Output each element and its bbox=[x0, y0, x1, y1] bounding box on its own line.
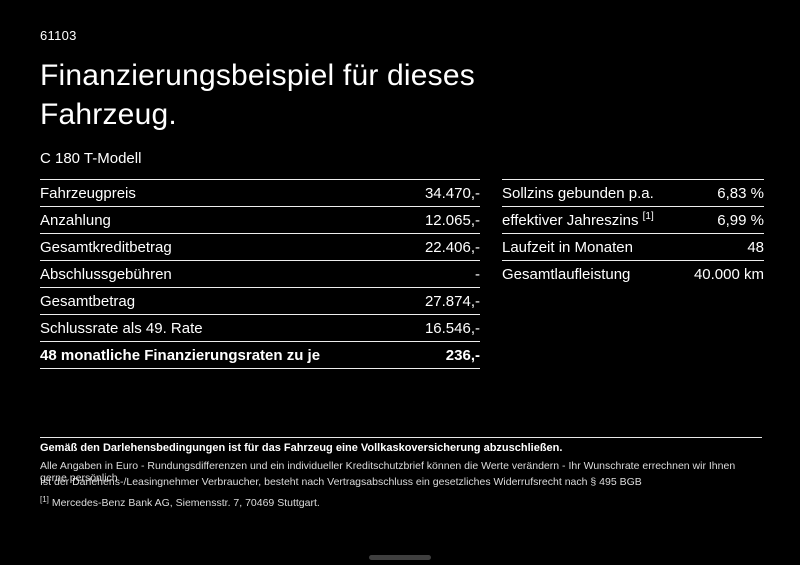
footer-divider bbox=[40, 437, 762, 438]
row-value: 27.874,- bbox=[424, 292, 480, 310]
row-label: 48 monatliche Finanzierungsraten zu je bbox=[40, 346, 321, 364]
table-row-monthly-rate: 48 monatliche Finanzierungsraten zu je 2… bbox=[40, 341, 480, 369]
row-label: Laufzeit in Monaten bbox=[502, 238, 633, 256]
page-code: 61103 bbox=[40, 28, 77, 43]
row-label: effektiver Jahreszins [1] bbox=[502, 210, 654, 229]
footer-insurance-note: Gemäß den Darlehensbedingungen ist für d… bbox=[40, 442, 563, 454]
table-row: Schlussrate als 49. Rate 16.546,- bbox=[40, 314, 480, 341]
table-row: Sollzins gebunden p.a. 6,83 % bbox=[502, 179, 764, 206]
vehicle-model: C 180 T-Modell bbox=[40, 150, 142, 167]
row-value: 40.000 km bbox=[693, 265, 764, 283]
row-label: Gesamtbetrag bbox=[40, 292, 136, 310]
row-value: 22.406,- bbox=[424, 238, 480, 256]
table-row: Gesamtlaufleistung 40.000 km bbox=[502, 260, 764, 287]
home-gesture-bar[interactable] bbox=[369, 555, 431, 560]
table-row: Gesamtkreditbetrag 22.406,- bbox=[40, 233, 480, 260]
row-label: Gesamtkreditbetrag bbox=[40, 238, 172, 256]
conditions-table: Sollzins gebunden p.a. 6,83 % effektiver… bbox=[502, 179, 764, 287]
row-value: 34.470,- bbox=[424, 184, 480, 202]
row-label: Fahrzeugpreis bbox=[40, 184, 136, 202]
table-row: Gesamtbetrag 27.874,- bbox=[40, 287, 480, 314]
page-title: Finanzierungsbeispiel für dieses Fahrzeu… bbox=[40, 59, 475, 131]
row-value: 236,- bbox=[445, 346, 480, 364]
footnote-marker: [1] bbox=[40, 494, 49, 504]
row-value: 12.065,- bbox=[424, 211, 480, 229]
row-value: 6,99 % bbox=[717, 211, 764, 229]
financing-table: Fahrzeugpreis 34.470,- Anzahlung 12.065,… bbox=[40, 179, 480, 369]
row-label: Gesamtlaufleistung bbox=[502, 265, 631, 283]
footnote-reference: [1] bbox=[642, 210, 654, 222]
table-row: Laufzeit in Monaten 48 bbox=[502, 233, 764, 260]
table-row: Abschlussgebühren - bbox=[40, 260, 480, 287]
row-label: Abschlussgebühren bbox=[40, 265, 172, 283]
footer-disclaimer-2: Ist der Darlehens-/Leasingnehmer Verbrau… bbox=[40, 476, 642, 488]
row-label: Sollzins gebunden p.a. bbox=[502, 184, 654, 202]
row-value: 48 bbox=[747, 238, 764, 256]
row-label: Schlussrate als 49. Rate bbox=[40, 319, 203, 337]
table-row: Anzahlung 12.065,- bbox=[40, 206, 480, 233]
row-label: Anzahlung bbox=[40, 211, 111, 229]
footer-disclaimer-1: Alle Angaben in Euro - Rundungsdifferenz… bbox=[40, 460, 736, 484]
row-value: - bbox=[475, 265, 480, 283]
footer-footnote: [1] Mercedes-Benz Bank AG, Siemensstr. 7,… bbox=[40, 494, 760, 509]
table-row: effektiver Jahreszins [1] 6,99 % bbox=[502, 206, 764, 233]
row-value: 6,83 % bbox=[717, 184, 764, 202]
table-row: Fahrzeugpreis 34.470,- bbox=[40, 179, 480, 206]
footnote-text: Mercedes-Benz Bank AG, Siemensstr. 7, 70… bbox=[51, 497, 320, 509]
row-value: 16.546,- bbox=[424, 319, 480, 337]
